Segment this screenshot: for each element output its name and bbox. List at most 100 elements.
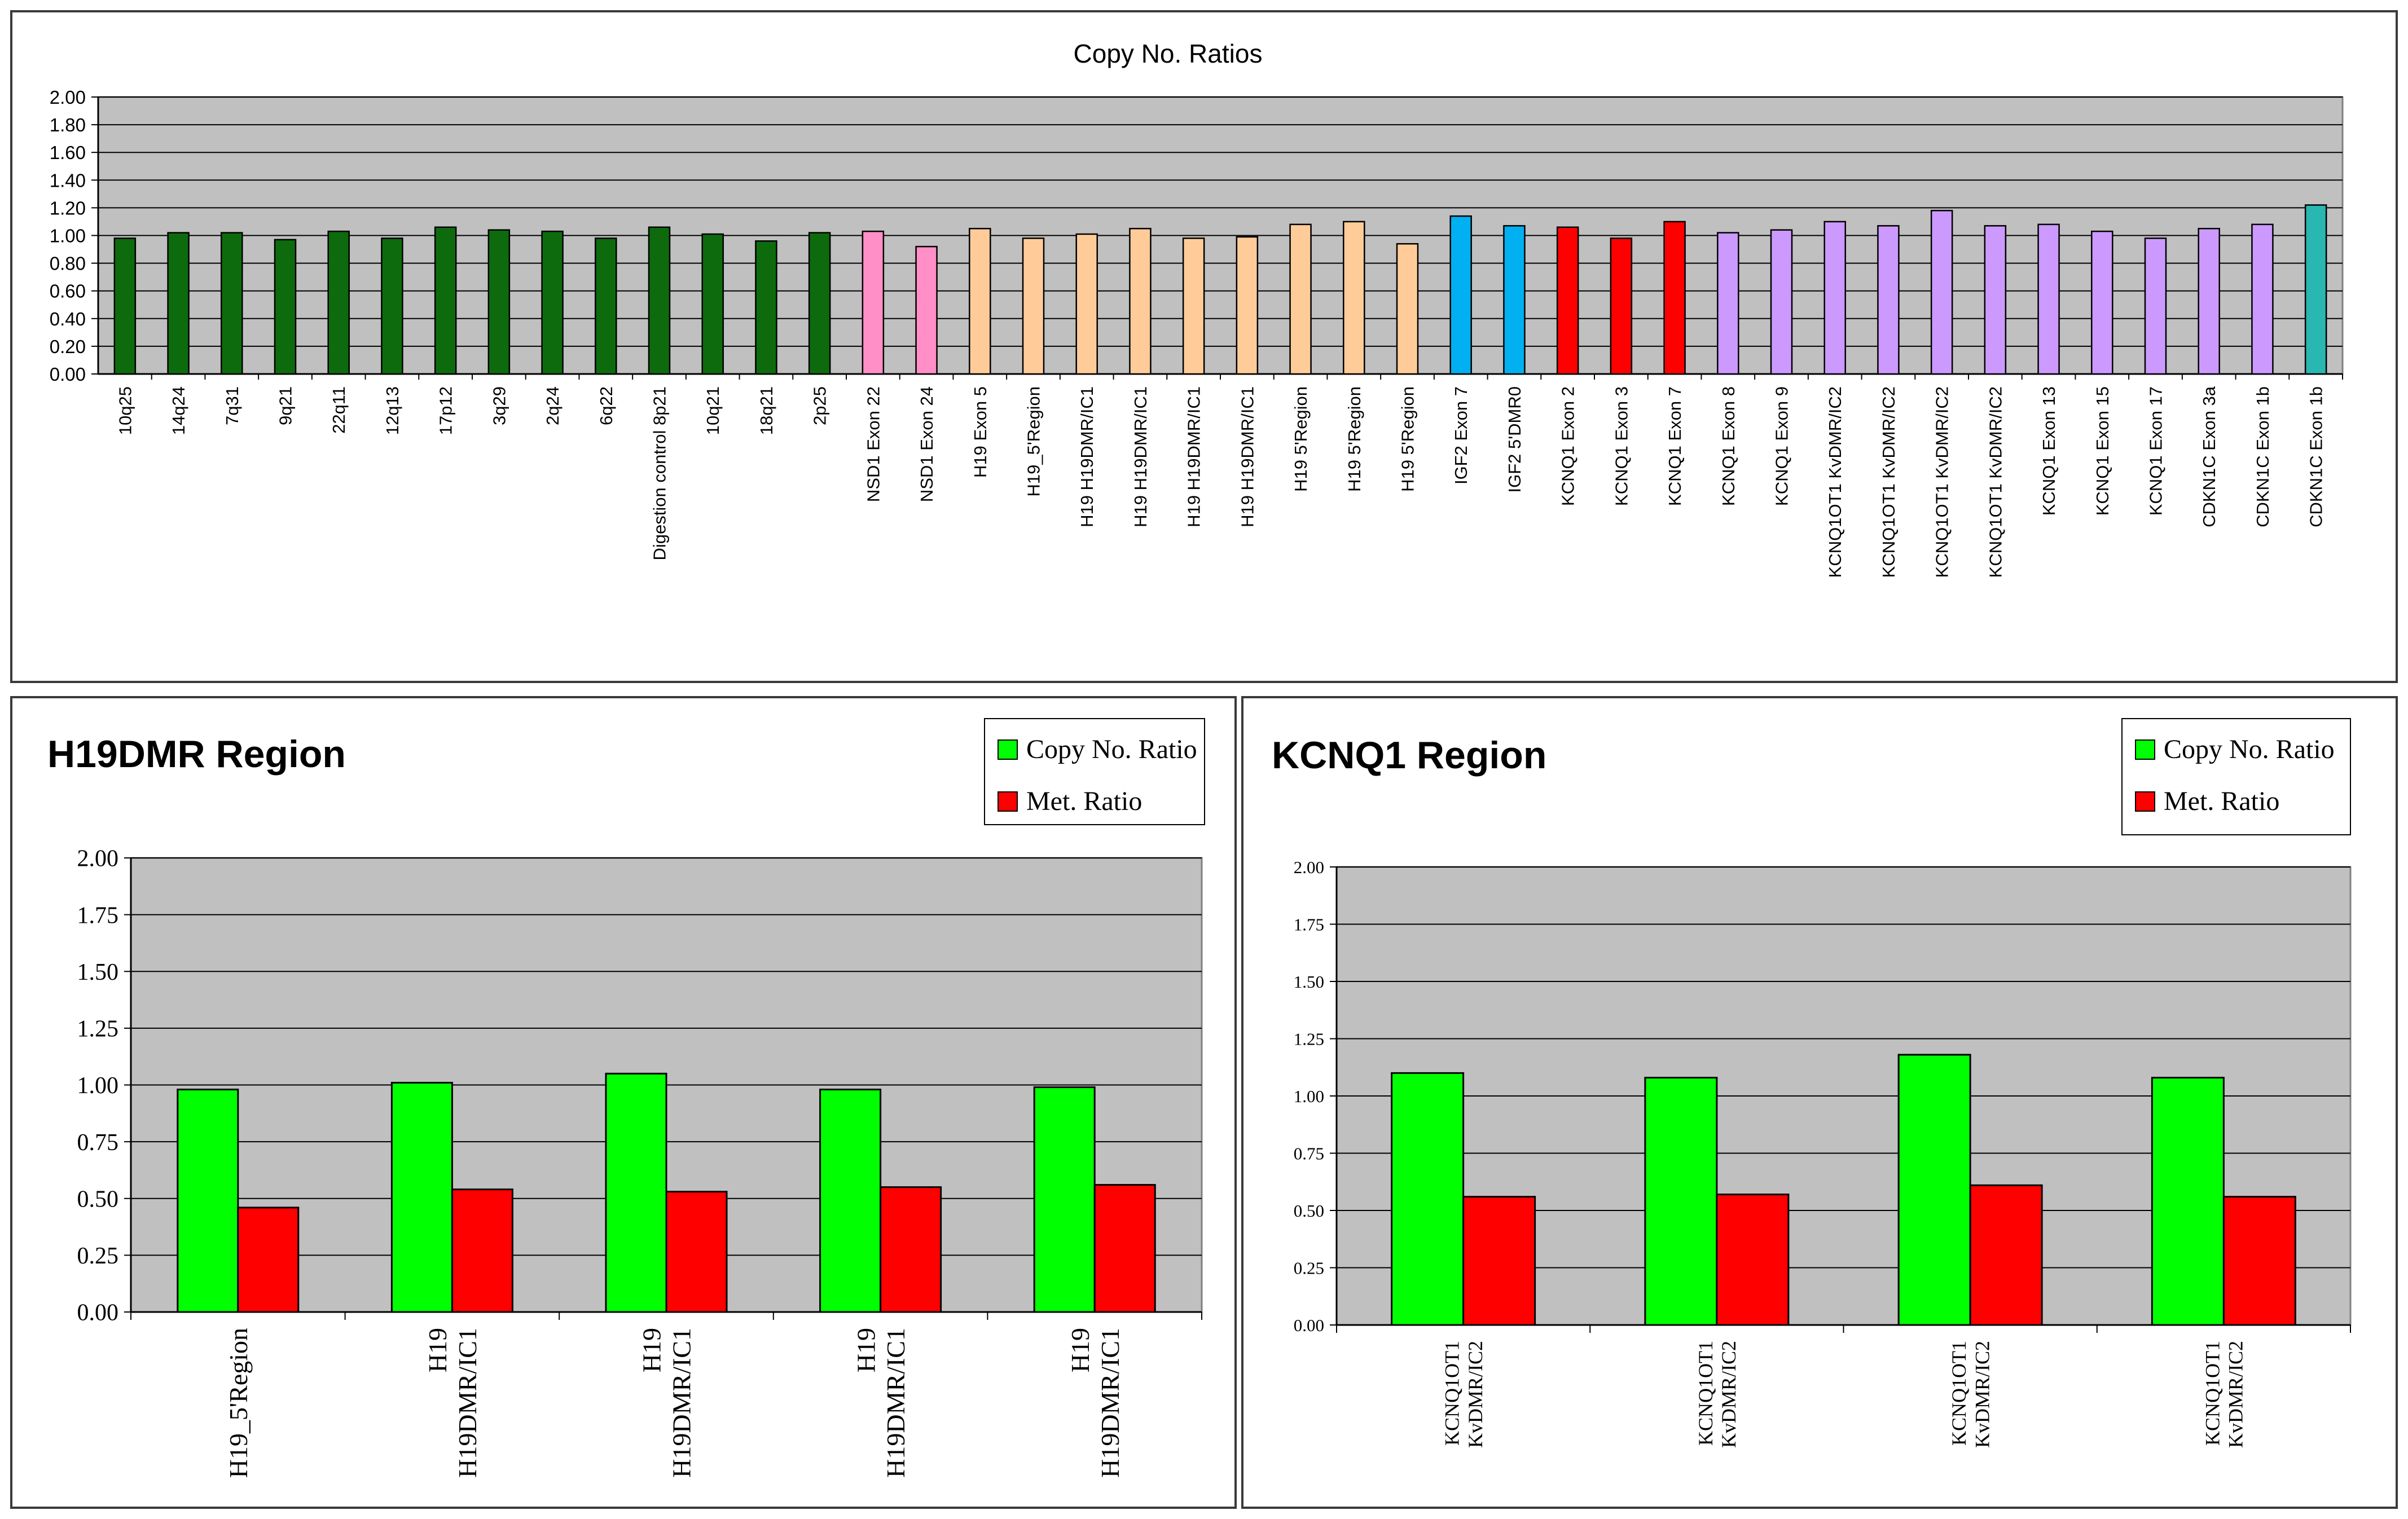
x-tick-label: H19 [1066, 1328, 1095, 1372]
x-tick-label: KCNQ1OT1 [2201, 1341, 2224, 1446]
bar-met-ratio [880, 1186, 942, 1313]
bar [1449, 215, 1472, 375]
bar [969, 227, 991, 375]
x-tick-label: 6q22 [596, 386, 616, 425]
legend-swatch-met [2135, 791, 2155, 812]
bar-copy-no-ratio [1897, 1054, 1971, 1326]
bar [862, 230, 885, 375]
bar [595, 237, 617, 375]
x-tick-label: 18q21 [757, 386, 776, 435]
x-tick-label: KvDMR/IC2 [1971, 1341, 1993, 1448]
top-chart-panel: Copy No. Ratios 0.00 0.20 0.40 0.60 0.80 1.00 1… [10, 10, 2398, 683]
bar [1610, 237, 1633, 375]
bar [274, 239, 297, 375]
bar [1556, 226, 1579, 375]
x-tick-label: NSD1 Exon 24 [917, 386, 937, 502]
x-tick-label: H19 5'Region [1398, 386, 1418, 492]
bar [2251, 223, 2274, 375]
x-tick-label: H19 H19DMR/IC1 [1184, 386, 1204, 527]
bar [648, 226, 671, 375]
x-tick-label: KvDMR/IC2 [1717, 1341, 1740, 1448]
y-tick-label: 0.00 [50, 364, 86, 385]
bar-copy-no-ratio [177, 1089, 239, 1313]
x-tick-label: 22q11 [329, 386, 349, 434]
x-tick-label: 2q24 [543, 386, 563, 425]
chart-title: H19DMR Region [47, 733, 346, 776]
y-tick-label: 1.20 [50, 197, 86, 218]
x-tick-label: H19 5'Region [1291, 386, 1311, 492]
x-tick-label: KCNQ1 Exon 9 [1772, 386, 1792, 506]
x-tick-label: KCNQ1 Exon 17 [2146, 386, 2166, 516]
bar [2304, 204, 2327, 375]
x-tick-label: H19 5'Region [1344, 386, 1364, 492]
x-tick-label: IGF2 Exon 7 [1451, 386, 1471, 485]
bar [541, 230, 564, 375]
x-tick-label: 10q21 [703, 386, 723, 435]
bar-met-ratio [1093, 1184, 1156, 1313]
bar [1877, 225, 1900, 375]
y-tick-label: 0.00 [77, 1300, 119, 1326]
x-tick-label: KCNQ1 Exon 8 [1719, 386, 1738, 506]
x-tick-label: CDKN1C Exon 1b [2306, 386, 2326, 527]
x-tick-label: 3q29 [489, 386, 509, 425]
bar [808, 232, 831, 375]
legend-swatch-copy-no [2135, 739, 2155, 760]
x-tick-label: 7q31 [222, 386, 242, 425]
bar [2091, 230, 2113, 375]
bar [1717, 232, 1739, 375]
bar [1075, 233, 1098, 375]
bar [1984, 225, 2007, 375]
x-tick-label: H19 H19DMR/IC1 [1131, 386, 1150, 527]
y-tick-label: 1.60 [50, 142, 86, 163]
x-tick-label: 17p12 [436, 386, 456, 435]
kcnq1-region-chart: KCNQ1 Region Copy No. Ratio Met. Ratio 0.00… [1272, 718, 2352, 1448]
x-tick-label: Digestion control 8p21 [650, 386, 670, 560]
bar-copy-no-ratio [390, 1081, 453, 1313]
bar [2198, 227, 2220, 375]
bar-met-ratio [665, 1191, 728, 1313]
bar [434, 226, 457, 375]
h19dmr-region-chart: H19DMR Region Copy No. Ratio Met. Ratio 0.0… [47, 718, 1205, 1478]
legend-label-met: Met. Ratio [2164, 786, 2279, 816]
x-tick-label: KCNQ1OT1 [1441, 1341, 1464, 1446]
bar [755, 240, 777, 375]
legend-box [984, 718, 1205, 825]
y-tick-label: 0.25 [1294, 1258, 1324, 1278]
x-tick-label: H19DMR/IC1 [881, 1328, 910, 1478]
x-tick-label: H19 [638, 1328, 666, 1372]
bar-met-ratio [237, 1207, 300, 1313]
y-tick-label: 0.75 [1294, 1143, 1324, 1163]
x-tick-label: H19 [851, 1328, 880, 1372]
x-tick-label: H19DMR/IC1 [667, 1328, 696, 1478]
y-tick-label: 0.20 [50, 336, 86, 357]
y-tick-label: 0.40 [50, 309, 86, 329]
bar [487, 229, 511, 375]
y-tick-label: 2.00 [50, 87, 86, 108]
bar-met-ratio [1969, 1184, 2043, 1326]
bar [2144, 237, 2167, 375]
legend-swatch-copy-no [998, 739, 1018, 760]
y-tick-label: 1.80 [50, 115, 86, 135]
y-tick-label: 1.25 [77, 1016, 119, 1042]
x-tick-label: KCNQ1OT1 KvDMR/IC2 [1932, 386, 1952, 578]
x-tick-label: H19 H19DMR/IC1 [1237, 386, 1257, 527]
y-tick-label: 1.75 [1294, 914, 1324, 934]
x-tick-label: IGF2 5'DMR0 [1505, 386, 1524, 493]
x-tick-label: H19 H19DMR/IC1 [1077, 386, 1097, 527]
bar [1663, 221, 1686, 375]
legend-swatch-met [998, 791, 1018, 812]
bar [1343, 221, 1365, 375]
x-tick-label: KCNQ1OT1 [1694, 1341, 1717, 1446]
y-tick-label: 2.00 [1294, 857, 1324, 877]
y-tick-label: 1.50 [1294, 972, 1324, 992]
bar-copy-no-ratio [1644, 1077, 1718, 1326]
chart-title: Copy No. Ratios [1074, 39, 1263, 68]
y-tick-label: 1.00 [50, 226, 86, 246]
bar-met-ratio [1716, 1194, 1790, 1326]
x-tick-label: 9q21 [276, 386, 296, 425]
x-tick-label: 10q25 [115, 386, 135, 435]
bar [1503, 225, 1526, 375]
bar [1289, 223, 1312, 375]
bar-copy-no-ratio [1391, 1072, 1465, 1326]
y-tick-label: 1.00 [77, 1073, 119, 1099]
